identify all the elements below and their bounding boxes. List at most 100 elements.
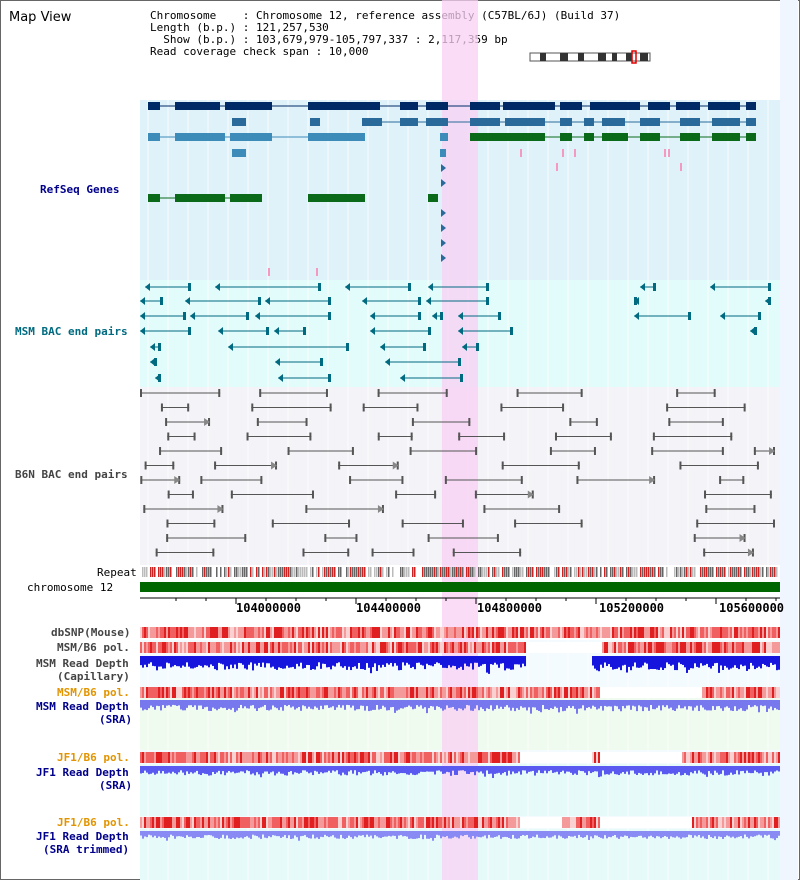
polymorphism-cell [362,817,364,828]
repeat-element [498,567,500,577]
read-depth-bar [704,766,706,775]
read-depth-bar [388,766,390,773]
polymorphism-cell [186,642,188,653]
read-depth-bar [180,831,182,837]
polymorphism-cell [674,817,676,828]
polymorphism-cell [188,752,190,763]
read-depth-bar [272,766,274,772]
pseudogene-mark [520,149,522,157]
read-depth-bar [152,831,154,838]
read-depth-bar [148,766,150,775]
polymorphism-cell [332,687,334,698]
bac-end-marker [305,505,308,513]
read-depth-bar [336,700,338,708]
repeat-element [684,567,686,577]
read-depth-bar [574,700,576,709]
polymorphism-cell [696,752,698,763]
read-depth-bar [740,700,742,709]
read-depth-bar [568,766,570,772]
polymorphism-cell [706,627,708,638]
gene-exon [308,102,380,110]
read-depth-bar [744,700,746,712]
polymorphism-cell [752,817,754,828]
polymorphism-cell [518,687,520,698]
repeat-element [546,567,548,577]
polymorphism-cell [610,817,612,828]
read-depth-bar [254,766,256,776]
bac-end-marker [392,461,399,470]
repeat-element [724,567,726,577]
polymorphism-cell [378,687,380,698]
read-depth-bar [432,766,434,772]
repeat-element [760,567,762,577]
read-depth-bar [506,766,508,776]
repeat-element [590,567,592,577]
read-depth-bar [374,766,376,771]
read-depth-bar [586,766,588,776]
read-depth-bar [246,656,248,670]
read-depth-bar [562,766,564,771]
polymorphism-cell [742,752,744,763]
read-depth-bar [352,656,354,668]
polymorphism-cell [254,642,256,653]
polymorphism-cell [164,627,166,638]
repeat-element [582,567,584,577]
read-depth-bar [268,831,270,837]
polymorphism-cell [560,642,562,653]
polymorphism-cell [436,687,438,698]
polymorphism-cell [536,642,538,653]
read-depth-bar [600,700,602,707]
polymorphism-cell [458,642,460,653]
read-depth-bar [770,766,772,772]
polymorphism-cell [288,642,290,653]
bac-end-marker [214,461,217,470]
polymorphism-cell [534,817,536,828]
polymorphism-cell [750,627,752,638]
repeat-element [586,567,588,577]
read-depth-bar [284,831,286,836]
polymorphism-cell [158,627,160,638]
polymorphism-cell [148,627,150,638]
read-depth-bar [496,656,498,665]
polymorphism-cell [292,642,294,653]
track-label-jf1-depth-sub: (SRA) [99,779,133,792]
ideogram-position-marker [631,50,637,64]
read-depth-bar [620,700,622,712]
polymorphism-cell [460,627,462,638]
polymorphism-cell [742,627,744,638]
polymorphism-cell [156,642,158,653]
read-depth-bar [770,700,772,707]
polymorphism-cell [634,642,636,653]
repeat-element [734,567,736,577]
polymorphism-cell [178,642,180,653]
polymorphism-cell [384,752,386,763]
polymorphism-cell [216,642,218,653]
read-depth-bar [774,656,776,665]
polymorphism-cell [534,687,536,698]
polymorphism-cell [194,627,196,638]
polymorphism-cell [660,817,662,828]
read-depth-bar [286,766,288,776]
polymorphism-cell [614,817,616,828]
read-depth-bar [674,766,676,775]
polymorphism-cell [358,687,360,698]
read-depth-bar [380,831,382,839]
polymorphism-cell [350,627,352,638]
polymorphism-cell [158,817,160,828]
polymorphism-cell [768,642,770,653]
polymorphism-cell [664,752,666,763]
bac-end-marker [377,389,380,397]
polymorphism-cell [732,752,734,763]
bac-end-marker [640,283,645,291]
bac-end-marker [346,343,349,351]
read-depth-bar [418,700,420,707]
bac-end-marker [754,327,757,335]
read-depth-bar [202,700,204,710]
read-depth-bar [666,766,668,775]
read-depth-bar [318,766,320,774]
polymorphism-cell [546,627,548,638]
read-depth-bar [618,766,620,776]
polymorphism-cell [476,817,478,828]
read-depth-bar [518,700,520,710]
